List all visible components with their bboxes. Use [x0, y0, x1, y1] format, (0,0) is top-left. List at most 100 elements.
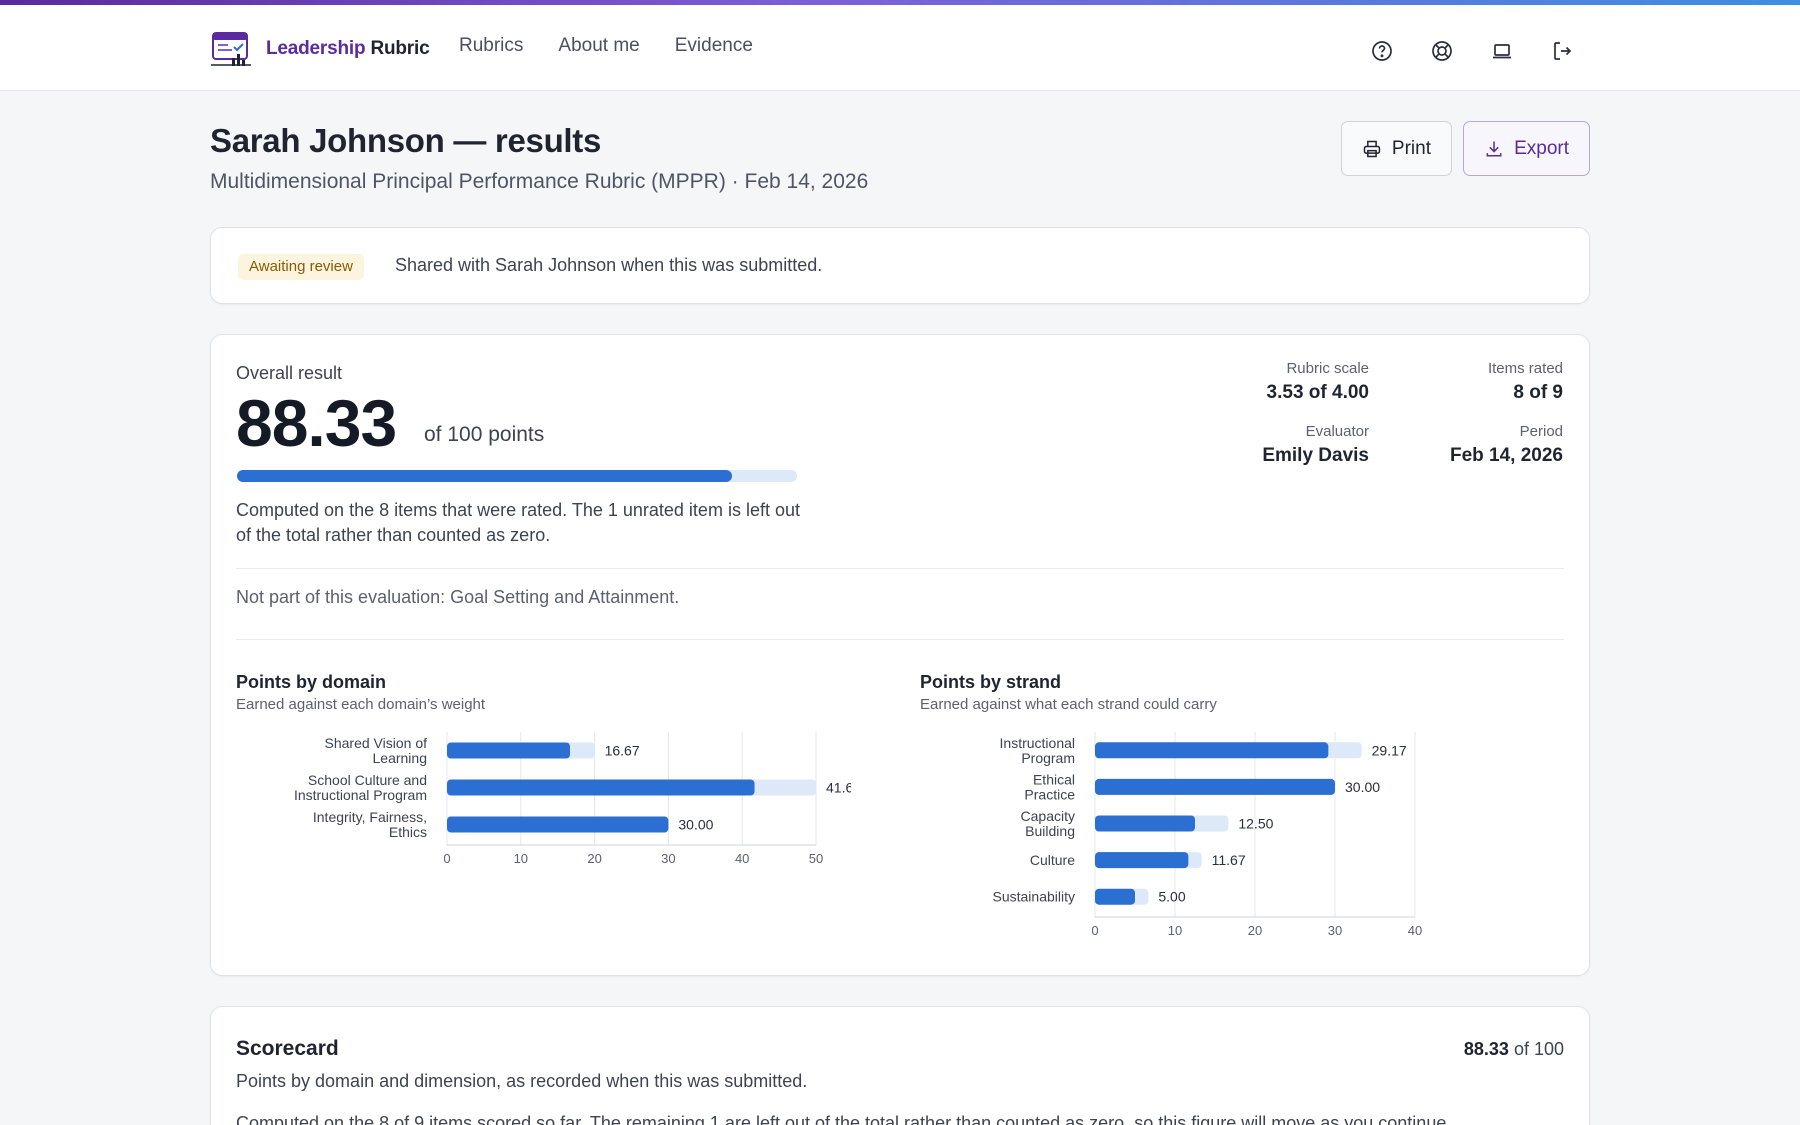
scorecard-card: Scorecard 88.33 of 100 Points by domain … [210, 1006, 1590, 1125]
x-tick-label: 0 [443, 851, 450, 865]
laptop-icon[interactable] [1488, 37, 1516, 65]
x-tick-label: 10 [1168, 923, 1182, 935]
bar-value-label: 12.50 [1238, 816, 1273, 832]
category-label: Capacity [1021, 808, 1075, 824]
meta-period: Period Feb 14, 2026 [1401, 423, 1563, 467]
category-label: Instructional [1000, 735, 1075, 751]
bar-value-label: 16.67 [605, 743, 640, 759]
bar-earned [1095, 778, 1335, 795]
category-label: Ethics [389, 824, 427, 840]
brand-name-part1: Leadership [266, 38, 366, 59]
main-nav: Rubrics About me Evidence [459, 35, 788, 57]
scorecard-total-suffix: of 100 [1513, 1039, 1564, 1059]
x-tick-label: 30 [661, 851, 675, 865]
rubric-logo-icon [211, 32, 251, 66]
x-tick-label: 40 [735, 851, 749, 865]
meta-value: Emily Davis [1262, 445, 1369, 466]
x-tick-label: 10 [514, 851, 528, 865]
excluded-note: Not part of this evaluation: Goal Settin… [236, 587, 680, 607]
nav-evidence[interactable]: Evidence [674, 35, 753, 56]
brand-name-part2: Rubric [370, 38, 430, 59]
overall-result-label: Overall result [236, 363, 343, 383]
scorecard-subtitle: Points by domain and dimension, as recor… [236, 1071, 808, 1091]
overall-score-of: of 100 points [424, 423, 545, 446]
print-button[interactable]: Print [1341, 121, 1452, 176]
bar-earned [1095, 852, 1189, 869]
download-icon [1486, 140, 1502, 156]
meta-rubric-scale: Rubric scale 3.53 of 4.00 [1241, 360, 1369, 404]
meta-value: Feb 14, 2026 [1449, 445, 1563, 466]
meta-label: Evaluator [1305, 423, 1369, 440]
category-label: Ethical [1033, 771, 1075, 787]
chart-strand-title: Points by strand [920, 672, 1062, 692]
x-tick-label: 30 [1328, 923, 1342, 935]
bar-earned [1095, 888, 1135, 905]
bar-earned [1095, 815, 1195, 832]
x-tick-label: 20 [1248, 923, 1262, 935]
export-button[interactable]: Export [1463, 121, 1590, 176]
overall-progress-bar [237, 470, 797, 482]
x-tick-label: 20 [587, 851, 601, 865]
scorecard-total-value: 88.33 [1463, 1039, 1509, 1059]
status-text: Shared with Sarah Johnson when this was … [395, 255, 823, 275]
top-accent-stripe [0, 0, 1800, 5]
chart-points-by-domain: 0 10 20 30 40 50 16.67 Shared Vision ofLearning… [294, 732, 851, 865]
divider [236, 568, 1564, 569]
bar-earned [447, 816, 669, 833]
category-label: Program [1021, 750, 1075, 766]
category-label: Learning [373, 750, 428, 766]
bar-earned [447, 742, 571, 759]
app-header: Leadership Rubric Rubrics About me Evide… [0, 5, 1800, 91]
chart-strand-subtitle: Earned against what each strand could ca… [920, 696, 1217, 713]
nav-rubrics[interactable]: Rubrics [459, 35, 524, 56]
export-label: Export [1514, 137, 1569, 159]
print-label: Print [1391, 137, 1431, 159]
meta-value: 8 of 9 [1513, 382, 1563, 403]
bar-earned [1095, 742, 1329, 759]
chart-domain-subtitle: Earned against each domain’s weight [236, 696, 486, 713]
category-label: Instructional Program [294, 787, 427, 803]
bar-value-label: 29.17 [1372, 742, 1407, 758]
bar-value-label: 30.00 [1345, 779, 1380, 795]
x-tick-label: 40 [1408, 923, 1422, 935]
overall-progress-fill [237, 470, 732, 482]
bar-value-label: 5.00 [1158, 889, 1185, 905]
printer-icon [1363, 140, 1381, 157]
divider [236, 639, 1564, 640]
overall-result-card: Overall result 88.33 of 100 points Compu… [210, 334, 1590, 976]
bar-value-label: 30.00 [678, 817, 713, 833]
header-actions [1368, 37, 1608, 65]
category-label: Sustainability [993, 889, 1076, 905]
bar-value-label: 41.67 [826, 780, 851, 796]
chart-domain-title: Points by domain [236, 672, 387, 692]
bar-earned [447, 779, 755, 796]
logout-icon[interactable] [1548, 37, 1576, 65]
nav-about-me[interactable]: About me [558, 35, 640, 56]
category-label: Integrity, Fairness, [313, 809, 427, 825]
support-icon[interactable] [1428, 37, 1456, 65]
category-label: School Culture and [308, 772, 427, 788]
page-title: Sarah Johnson — results [210, 122, 602, 159]
scorecard-total: 88.33 of 100 [1464, 1039, 1564, 1060]
scorecard-note: Computed on the 8 of 9 items scored so f… [236, 1113, 1452, 1125]
bar-value-label: 11.67 [1212, 852, 1246, 868]
brand[interactable]: Leadership Rubric [210, 29, 430, 69]
help-icon[interactable] [1368, 37, 1396, 65]
category-label: Culture [1030, 852, 1075, 868]
meta-label: Period [1519, 423, 1563, 440]
x-tick-label: 0 [1091, 923, 1098, 935]
status-badge: Awaiting review [238, 254, 364, 280]
x-tick-label: 50 [809, 851, 823, 865]
meta-value: 3.53 of 4.00 [1266, 382, 1369, 403]
meta-items-rated: Items rated 8 of 9 [1401, 360, 1563, 404]
page-subtitle: Multidimensional Principal Performance R… [210, 170, 869, 193]
meta-evaluator: Evaluator Emily Davis [1241, 423, 1369, 467]
category-label: Building [1025, 823, 1075, 839]
overall-score: 88.33 [236, 386, 397, 460]
meta-label: Rubric scale [1286, 360, 1369, 377]
category-label: Shared Vision of [325, 735, 428, 751]
overall-note: Computed on the 8 items that were rated.… [236, 500, 800, 545]
meta-label: Items rated [1487, 360, 1563, 377]
category-label: Practice [1024, 786, 1075, 802]
